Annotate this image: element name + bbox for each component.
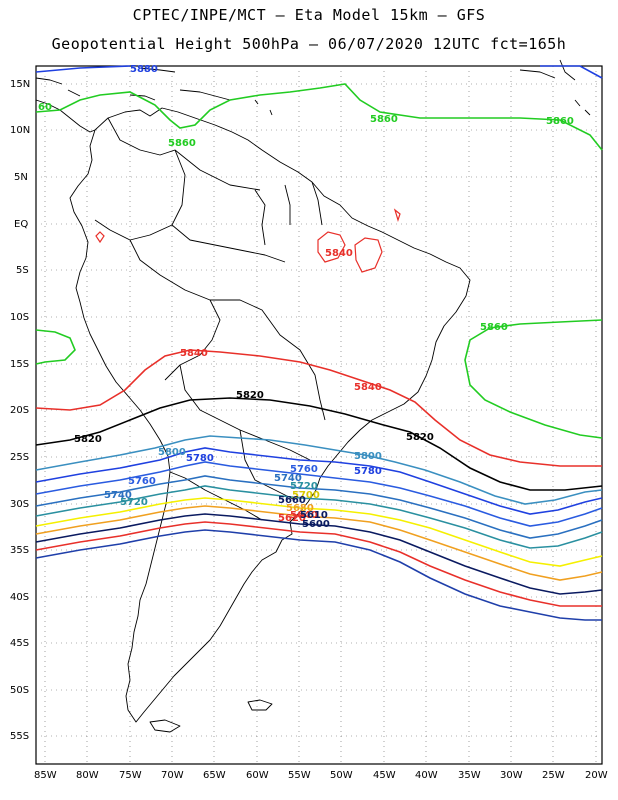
contour-label: 5680 xyxy=(286,503,314,514)
lat-axis-labels: 15N 10N 5N EQ 5S 10S 15S 20S 25S 30S 35S… xyxy=(10,79,30,742)
lon-tick: 50W xyxy=(330,770,353,781)
contour-5720 xyxy=(35,485,603,549)
country-borders xyxy=(94,117,326,521)
contour-label: 5880 xyxy=(130,64,158,75)
map-subtitle: Geopotential Height 500hPa – 06/07/2020 … xyxy=(51,35,567,53)
lat-tick: 45S xyxy=(10,638,29,649)
lon-tick: 20W xyxy=(585,770,608,781)
contour-5780 xyxy=(35,447,603,515)
contour-label: 5820 xyxy=(406,432,434,443)
lon-tick: 70W xyxy=(161,770,184,781)
contour-label: 5780 xyxy=(354,466,382,477)
lon-tick: 35W xyxy=(458,770,481,781)
lat-tick: 25S xyxy=(10,452,29,463)
contour-label: 5640 xyxy=(290,510,318,521)
lat-tick: 10N xyxy=(10,125,30,136)
lon-tick: 30W xyxy=(500,770,523,781)
contour-5620 xyxy=(35,529,602,621)
contour-label: 5840 xyxy=(180,348,208,359)
lat-tick: 5N xyxy=(14,172,28,183)
lon-tick: 60W xyxy=(246,770,269,781)
south-america-coast xyxy=(69,107,471,723)
lat-tick: 30S xyxy=(10,499,29,510)
contour-5760 xyxy=(35,461,603,527)
falkland-islands xyxy=(247,699,273,711)
contour-label: 5820 xyxy=(74,434,102,445)
contour-label: 5800 xyxy=(158,447,186,458)
contour-5680 xyxy=(35,505,603,581)
contours xyxy=(35,65,603,621)
contour-label: 5600 xyxy=(302,519,330,530)
contour-5800 xyxy=(35,435,603,505)
contour-label: 5780 xyxy=(186,453,214,464)
caribbean-islands xyxy=(139,67,591,116)
contour-label: 5720 xyxy=(120,497,148,508)
contour-label: 5860 xyxy=(546,116,574,127)
lat-tick: 35S xyxy=(10,545,29,556)
contour-5840-amazon xyxy=(95,208,401,273)
lon-tick: 75W xyxy=(119,770,142,781)
contour-label: 5660 xyxy=(278,495,306,506)
lon-tick: 40W xyxy=(415,770,438,781)
lat-tick: EQ xyxy=(14,219,28,230)
contour-5860-right xyxy=(464,319,603,439)
contour-label: 5610 xyxy=(300,510,328,521)
lat-tick: 5S xyxy=(16,265,29,276)
lon-tick: 45W xyxy=(373,770,396,781)
contour-label: 5800 xyxy=(354,451,382,462)
contour-5640 xyxy=(35,521,602,607)
contour-label: 5840 xyxy=(354,382,382,393)
plot-frame xyxy=(35,65,603,765)
tierra-del-fuego xyxy=(149,719,181,733)
contour-label: 5840 xyxy=(325,248,353,259)
lon-tick: 65W xyxy=(203,770,226,781)
contour-label: 5740 xyxy=(104,490,132,501)
lat-tick: 20S xyxy=(10,405,29,416)
contour-label: 5860 xyxy=(370,114,398,125)
contour-5740 xyxy=(35,475,603,539)
lon-tick: 85W xyxy=(34,770,57,781)
contour-label: 5820 xyxy=(236,390,264,401)
contour-label: 5620 xyxy=(278,513,306,524)
contour-label: 60 xyxy=(38,102,52,113)
lon-tick: 25W xyxy=(542,770,565,781)
contour-label: 5700 xyxy=(292,490,320,501)
lat-tick: 50S xyxy=(10,685,29,696)
lat-tick: 40S xyxy=(10,592,29,603)
contour-label: 5760 xyxy=(290,464,318,475)
contour-label: 5720 xyxy=(290,481,318,492)
contour-5860-north xyxy=(35,83,603,151)
lat-tick: 15S xyxy=(10,359,29,370)
lon-tick: 55W xyxy=(288,770,311,781)
coastlines xyxy=(35,59,591,733)
lat-tick: 55S xyxy=(10,731,29,742)
contour-5860-left xyxy=(35,329,76,365)
contour-5820 xyxy=(35,397,603,491)
map-title: CPTEC/INPE/MCT – Eta Model 15km – GFS xyxy=(132,6,486,24)
contour-5880 xyxy=(35,65,603,79)
contour-label: 5740 xyxy=(274,473,302,484)
contour-label: 5860 xyxy=(480,322,508,333)
lat-tick: 15N xyxy=(10,79,30,90)
contour-5700 xyxy=(35,497,603,567)
contour-5660 xyxy=(35,513,603,595)
contour-5840-main xyxy=(35,349,602,467)
lon-tick: 80W xyxy=(76,770,99,781)
central-america-coast xyxy=(35,59,576,133)
contour-labels: 5880 5860 5860 5860 5860 60 5840 5840 58… xyxy=(38,64,574,530)
contour-label: 5860 xyxy=(168,138,196,149)
lat-tick: 10S xyxy=(10,312,29,323)
lon-axis-labels: 85W 80W 75W 70W 65W 60W 55W 50W 45W 40W … xyxy=(34,770,608,781)
contour-label: 5760 xyxy=(128,476,156,487)
